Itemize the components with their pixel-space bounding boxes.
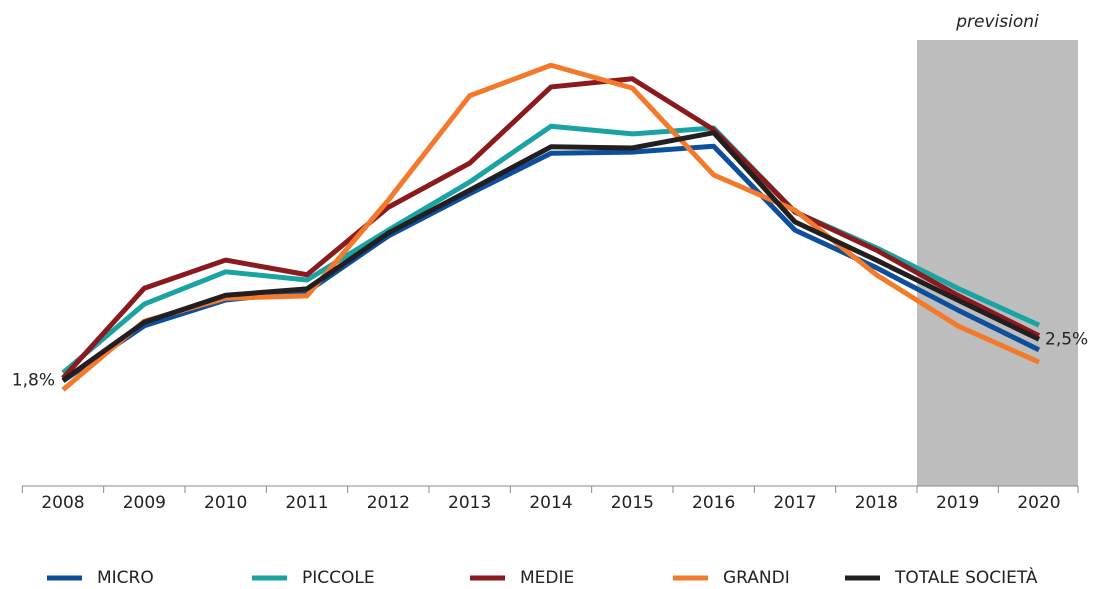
x-tick-label: 2020 <box>1017 493 1060 513</box>
x-tick-label: 2008 <box>41 493 84 513</box>
x-tick-label: 2011 <box>285 493 328 513</box>
forecast-region <box>917 40 1078 486</box>
x-tick-label: 2009 <box>123 493 166 513</box>
x-tick-label: 2012 <box>367 493 410 513</box>
x-tick-label: 2016 <box>692 493 735 513</box>
x-tick-label: 2015 <box>611 493 654 513</box>
x-tick-label: 2018 <box>855 493 898 513</box>
legend-label: MICRO <box>97 568 154 588</box>
x-tick-label: 2013 <box>448 493 491 513</box>
series-line <box>61 62 1041 392</box>
x-tick-label: 2019 <box>936 493 979 513</box>
series-line <box>61 123 1041 375</box>
value-label: 1,8% <box>12 370 55 390</box>
x-tick-label: 2014 <box>529 493 572 513</box>
x-tick-label: 2010 <box>204 493 247 513</box>
legend-label: GRANDI <box>723 568 790 588</box>
series-line <box>61 130 1041 383</box>
legend-label: PICCOLE <box>302 568 375 588</box>
x-tick-label: 2017 <box>773 493 816 513</box>
legend-label: TOTALE SOCIETÀ <box>894 566 1038 588</box>
forecast-label: previsioni <box>955 12 1039 32</box>
legend-label: MEDIE <box>520 568 574 588</box>
series-line <box>61 76 1041 380</box>
value-label: 2,5% <box>1045 329 1088 349</box>
